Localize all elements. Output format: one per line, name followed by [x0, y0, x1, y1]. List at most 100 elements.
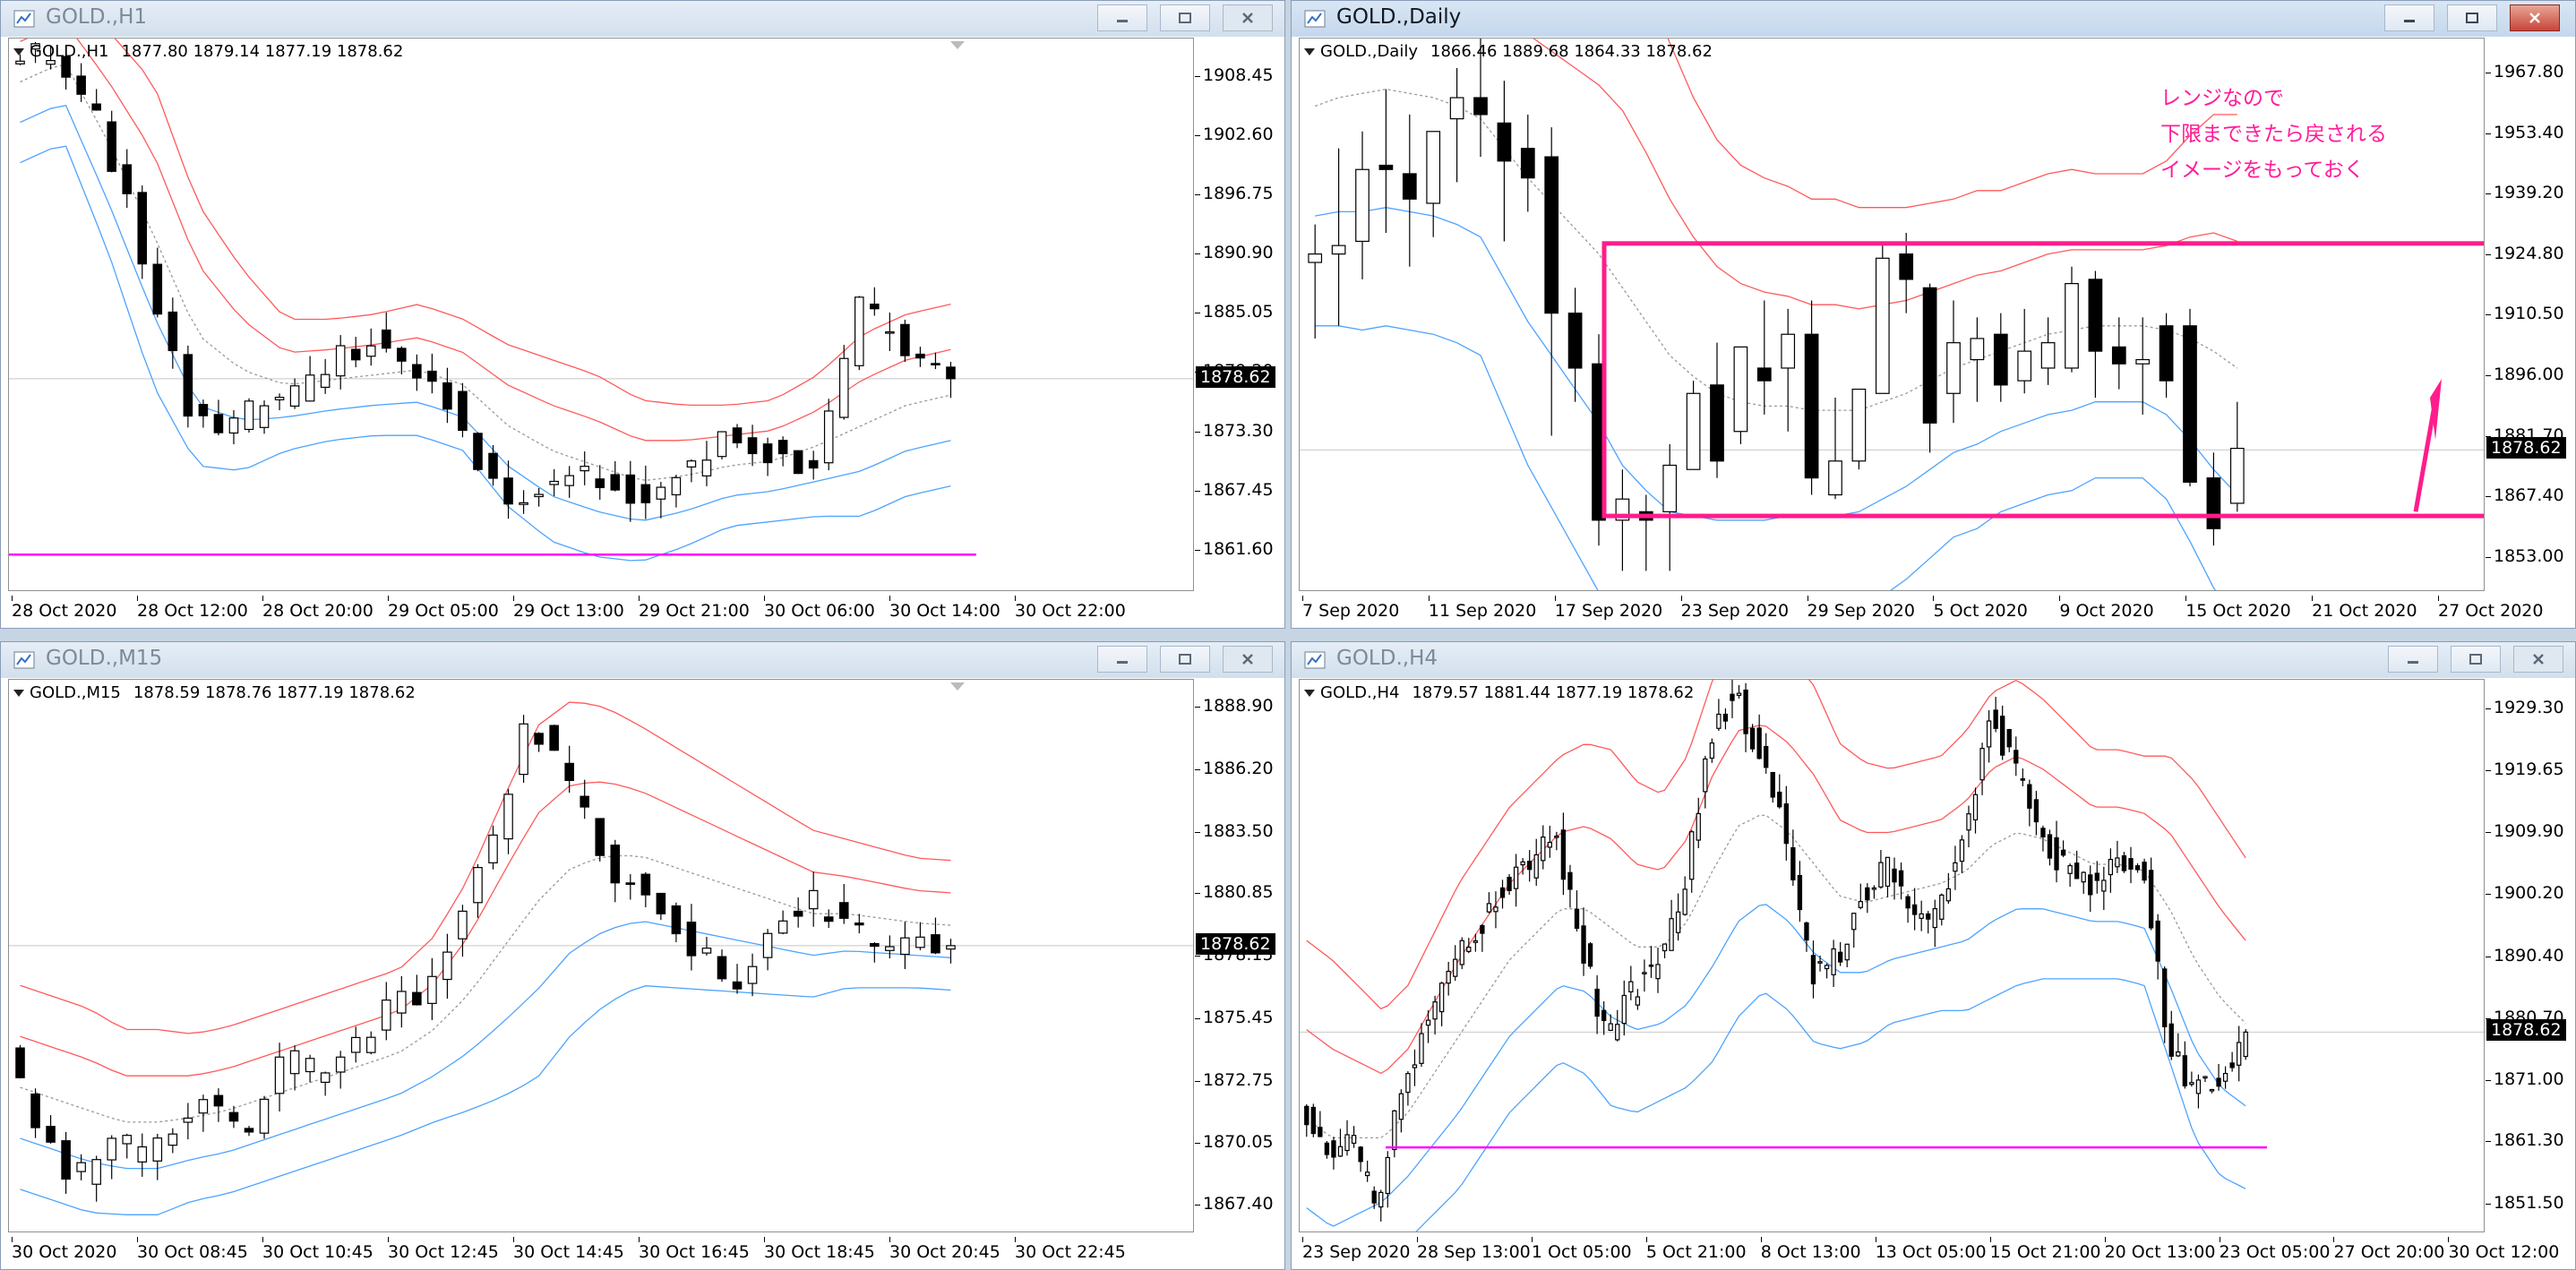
close-button[interactable] — [2510, 4, 2560, 31]
bearish-candle — [1331, 1140, 1336, 1158]
time-axis-tick: 23 Sep 2020 — [1680, 596, 1790, 621]
symbol-info: GOLD.,M15 1878.59 1878.76 1877.19 1878.62 — [13, 683, 416, 702]
maximize-button[interactable] — [1160, 4, 1210, 31]
bullish-candle — [885, 946, 895, 951]
chart-shift-marker-icon[interactable] — [950, 41, 965, 49]
close-button[interactable] — [2513, 646, 2563, 673]
minimize-button[interactable] — [2388, 646, 2438, 673]
price-axis-tick: 1885.05 — [1195, 302, 1274, 322]
maximize-button[interactable] — [2451, 646, 2501, 673]
bullish-candle — [1355, 168, 1370, 243]
bullish-candle — [76, 1162, 86, 1172]
bullish-candle — [1696, 812, 1701, 841]
price-plot[interactable] — [1299, 679, 2485, 1232]
bearish-candle — [46, 1126, 56, 1143]
bullish-candle — [503, 794, 513, 840]
bullish-candle — [701, 459, 712, 476]
symbol-label: GOLD.,H1 — [30, 42, 109, 61]
bearish-candle — [671, 905, 682, 935]
bearish-candle — [2000, 716, 2005, 756]
bearish-candle — [198, 404, 209, 416]
time-axis-tick: 30 Oct 14:45 — [513, 1237, 624, 1262]
bollinger-middle — [1306, 814, 2246, 1139]
bearish-candle — [1922, 287, 1937, 424]
title-bar[interactable]: GOLD.,H4 — [1292, 642, 2575, 678]
chart-shift-marker-icon[interactable] — [950, 682, 965, 691]
title-bar[interactable]: GOLD.,Daily — [1292, 1, 2575, 37]
maximize-button[interactable] — [2447, 4, 2497, 31]
minimize-button[interactable] — [1097, 4, 1147, 31]
bearish-candle — [412, 364, 422, 379]
price-axis-tick: 1853.00 — [2486, 546, 2564, 567]
bullish-candle — [2176, 1051, 2181, 1057]
chart-area[interactable]: GOLD.,H4 1879.57 1881.44 1877.19 1878.62 … — [1299, 679, 2570, 1266]
chart-area[interactable]: GOLD.,M15 1878.59 1878.76 1877.19 1878.62… — [8, 679, 1279, 1266]
bearish-candle — [122, 164, 133, 194]
bullish-candle — [1824, 965, 1830, 970]
chart-area[interactable]: GOLD.,Daily 1866.46 1889.68 1864.33 1878.… — [1299, 38, 2570, 624]
time-axis-tick: 29 Oct 21:00 — [639, 596, 750, 621]
bearish-candle — [1497, 122, 1512, 162]
current-price-tag: 1878.62 — [2486, 437, 2566, 459]
bollinger-lower-2sigma — [1315, 325, 2217, 590]
chart-window-gold-h4[interactable]: GOLD.,H4 GOLD.,H4 1879.57 1881.44 1877.19… — [1291, 641, 2576, 1270]
bearish-candle — [1304, 1105, 1309, 1126]
bollinger-lower-1sigma — [1315, 207, 2238, 521]
chart-window-gold-m15[interactable]: GOLD.,M15 GOLD.,M15 1878.59 1878.76 1877.… — [0, 641, 1285, 1270]
bearish-candle — [793, 910, 803, 917]
close-icon — [1242, 13, 1253, 23]
minimize-icon — [1117, 20, 1128, 22]
collapse-triangle-icon[interactable] — [13, 690, 24, 697]
bollinger-lower-1sigma — [20, 104, 951, 521]
bearish-candle — [442, 382, 452, 410]
price-plot[interactable] — [1299, 38, 2485, 591]
bearish-candle — [2088, 279, 2103, 352]
chart-window-gold-daily[interactable]: GOLD.,Daily GOLD.,Daily 1866.46 1889.68 1… — [1291, 0, 2576, 629]
price-plot[interactable] — [8, 38, 1194, 591]
time-axis-tick: 30 Oct 16:45 — [639, 1237, 750, 1262]
close-button[interactable] — [1223, 646, 1273, 673]
collapse-triangle-icon[interactable] — [1304, 48, 1315, 56]
bearish-candle — [15, 1047, 25, 1078]
time-axis-tick: 30 Oct 12:00 — [2448, 1237, 2560, 1262]
bearish-candle — [1730, 693, 1735, 701]
bullish-candle — [1972, 794, 1979, 820]
bullish-candle — [1493, 906, 1498, 913]
time-axis-tick: 30 Oct 14:00 — [889, 596, 1000, 621]
time-axis-tick: 5 Oct 21:00 — [1645, 1237, 1747, 1262]
bullish-candle — [1932, 907, 1937, 929]
collapse-triangle-icon[interactable] — [13, 48, 24, 56]
maximize-button[interactable] — [1160, 646, 1210, 673]
chart-window-gold-h1[interactable]: GOLD.,H1 GOLD.,H1 1877.80 1879.14 1877.19… — [0, 0, 1285, 629]
note-line: レンジなので — [2160, 87, 2284, 110]
title-bar[interactable]: GOLD.,H1 — [1, 1, 1284, 37]
price-axis-tick: 1870.05 — [1195, 1132, 1274, 1153]
minimize-icon — [1117, 661, 1128, 664]
price-axis-tick: 1867.45 — [1195, 479, 1274, 500]
bullish-candle — [915, 936, 925, 948]
bullish-candle — [335, 1056, 346, 1073]
bullish-candle — [305, 1058, 315, 1073]
bullish-candle — [46, 59, 56, 65]
bullish-candle — [762, 932, 773, 958]
bearish-candle — [1777, 791, 1782, 808]
price-plot[interactable] — [8, 679, 1194, 1232]
minimize-button[interactable] — [2384, 4, 2434, 31]
bearish-candle — [777, 440, 788, 455]
bullish-candle — [885, 330, 895, 334]
bearish-candle — [30, 1093, 40, 1128]
bullish-candle — [946, 945, 956, 950]
chart-area[interactable]: GOLD.,H1 1877.80 1879.14 1877.19 1878.62 … — [8, 38, 1279, 624]
bearish-candle — [1594, 988, 1600, 1017]
time-axis-tick: 30 Oct 20:45 — [889, 1237, 1000, 1262]
title-bar[interactable]: GOLD.,M15 — [1, 642, 1284, 678]
ohlc-values: 1878.59 1878.76 1877.19 1878.62 — [133, 683, 416, 702]
minimize-button[interactable] — [1097, 646, 1147, 673]
collapse-triangle-icon[interactable] — [1304, 690, 1315, 697]
bearish-candle — [1567, 871, 1573, 890]
price-axis-tick: 1967.80 — [2486, 61, 2564, 82]
bullish-candle — [427, 975, 437, 1004]
bearish-candle — [854, 922, 864, 926]
close-button[interactable] — [1223, 4, 1273, 31]
price-axis-tick: 1900.20 — [2486, 883, 2564, 904]
